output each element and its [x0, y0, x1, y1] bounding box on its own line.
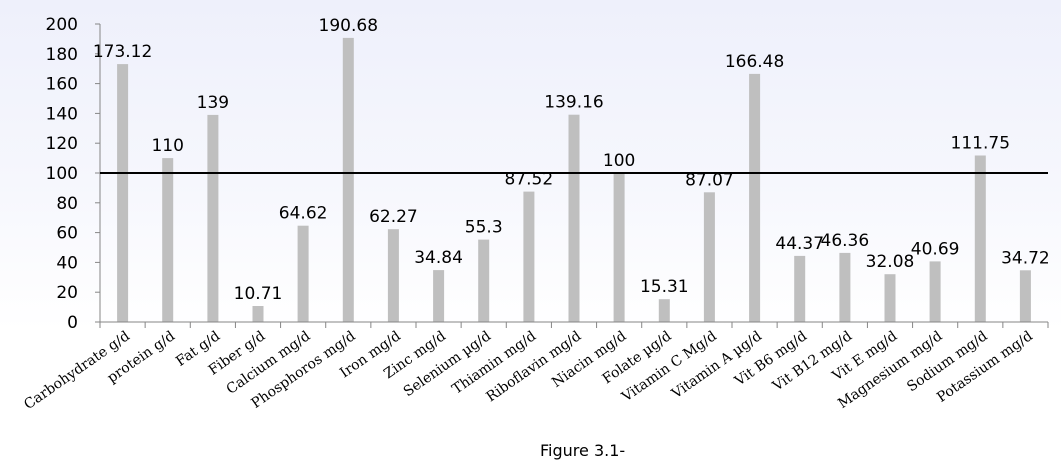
y-tick-label: 80 — [56, 194, 78, 214]
labels-layer: 0 20 40 60 80 100 120 140 160 180 200 173.12 110 139 1… — [21, 15, 1050, 413]
y-tick-label: 180 — [46, 45, 78, 65]
y-tick-label: 200 — [46, 15, 78, 35]
bar — [974, 155, 986, 322]
y-tick-label: 20 — [56, 283, 78, 303]
bar — [1019, 270, 1031, 322]
data-label: 32.08 — [866, 252, 915, 272]
data-label: 87.07 — [685, 170, 734, 190]
data-label: 64.62 — [279, 204, 328, 224]
bar — [162, 158, 174, 322]
y-tick-label: 0 — [67, 313, 78, 333]
bar — [839, 252, 851, 322]
data-label: 40.69 — [911, 239, 960, 259]
bar — [613, 173, 625, 322]
y-tick-label: 40 — [56, 253, 78, 273]
bar — [342, 37, 354, 323]
data-label: 173.12 — [93, 42, 152, 62]
data-label: 46.36 — [821, 231, 870, 251]
data-label: 110 — [151, 136, 183, 156]
bar — [658, 299, 670, 322]
data-label: 100 — [603, 151, 635, 171]
bar — [568, 114, 580, 322]
bar — [749, 73, 761, 323]
data-label: 87.52 — [505, 170, 554, 190]
y-tick-label: 160 — [46, 75, 78, 95]
bar — [433, 270, 445, 322]
bar — [794, 255, 806, 322]
data-label: 166.48 — [725, 52, 784, 72]
data-label: 139 — [197, 93, 229, 113]
data-label: 34.84 — [414, 248, 463, 268]
data-label: 139.16 — [544, 93, 603, 113]
data-label: 34.72 — [1001, 248, 1050, 268]
bar — [703, 192, 715, 322]
bar — [117, 64, 129, 322]
y-tick-label: 100 — [46, 164, 78, 184]
y-tick-label: 140 — [46, 104, 78, 124]
data-label: 55.3 — [465, 218, 503, 238]
data-label: 15.31 — [640, 277, 689, 297]
bar — [387, 229, 399, 322]
bar — [523, 191, 535, 322]
bar — [929, 261, 941, 322]
data-label: 190.68 — [319, 16, 378, 36]
bar — [478, 239, 490, 322]
figure-caption: Figure 3.1- — [540, 441, 625, 460]
data-label: 10.71 — [234, 284, 283, 304]
bar — [297, 225, 309, 322]
y-tick-label: 120 — [46, 134, 78, 154]
y-tick-label: 60 — [56, 224, 78, 244]
bar — [884, 274, 896, 322]
data-label: 62.27 — [369, 207, 418, 227]
bar — [207, 114, 219, 323]
bar — [252, 306, 264, 322]
data-label: 111.75 — [951, 133, 1010, 153]
axes-layer — [95, 23, 1049, 328]
bars-layer — [117, 37, 1031, 323]
data-label: 44.37 — [775, 234, 824, 254]
